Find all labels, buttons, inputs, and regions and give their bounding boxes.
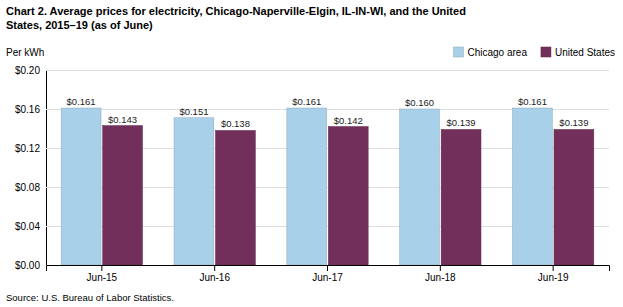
legend-swatch [453, 47, 463, 57]
y-tick-label: $0.04 [15, 221, 40, 232]
bar [216, 130, 256, 265]
y-tick-label: $0.20 [15, 65, 40, 76]
data-label: $0.139 [447, 117, 476, 128]
y-tick-label: $0.16 [15, 104, 40, 115]
chart: Chart 2. Average prices for electricity,… [0, 0, 623, 307]
x-tick: Jun-17 [312, 265, 343, 283]
tick-mark [553, 265, 554, 271]
source: Source: U.S. Bureau of Labor Statistics. [6, 292, 174, 303]
x-tick: Jun-16 [199, 265, 230, 283]
y-axis-line [47, 71, 610, 266]
tick-mark [440, 265, 441, 271]
data-label: $0.161 [518, 96, 547, 107]
x-tick-label: Jun-19 [538, 272, 569, 283]
y-tick: $0.20 [15, 65, 609, 76]
bars [61, 108, 594, 265]
bar [513, 108, 553, 265]
x-tick: Jun-18 [425, 265, 456, 283]
y-axis-title: Per kWh [6, 47, 44, 58]
bar [441, 129, 481, 265]
x-axis: Jun-15 Jun-16 Jun-17 Jun-18 Jun-19 [47, 265, 610, 283]
legend-swatch [541, 47, 551, 57]
grid-line [46, 70, 609, 71]
legend-item: United States [541, 47, 615, 58]
bar [287, 108, 327, 265]
tick-mark [101, 265, 102, 271]
tick-mark [327, 265, 328, 271]
data-label: $0.151 [179, 106, 208, 117]
bar [61, 108, 101, 265]
y-tick-label: $0.00 [15, 260, 40, 271]
data-label: $0.161 [67, 96, 96, 107]
x-tick-label: Jun-15 [87, 272, 118, 283]
bar [328, 127, 368, 265]
data-label: $0.143 [108, 114, 137, 125]
legend-label: Chicago area [467, 47, 527, 58]
y-axis: $0.00 $0.04 $0.08 $0.12 $0.16 $0.20 [15, 65, 609, 271]
title: States, 2015–19 (as of June) [6, 19, 153, 31]
x-tick-label: Jun-16 [199, 272, 230, 283]
bar [400, 109, 440, 265]
x-axis-line [47, 266, 610, 272]
title-group: Chart 2. Average prices for electricity,… [6, 5, 466, 31]
x-tick: Jun-15 [87, 265, 118, 283]
tick-mark [214, 265, 215, 271]
legend-item: Chicago area [453, 47, 527, 58]
data-label: $0.139 [559, 117, 588, 128]
data-labels: $0.161 $0.151 $0.161 $0.160 $0.161 $0.143 $0.1… [67, 96, 589, 129]
y-tick-label: $0.12 [15, 143, 40, 154]
x-tick-label: Jun-18 [425, 272, 456, 283]
bar [554, 129, 594, 265]
data-label: $0.160 [405, 97, 434, 108]
x-tick: Jun-19 [538, 265, 569, 283]
data-label: $0.161 [292, 96, 321, 107]
legend-label: United States [555, 47, 615, 58]
y-tick-label: $0.08 [15, 182, 40, 193]
x-tick-label: Jun-17 [312, 272, 343, 283]
data-label: $0.142 [334, 115, 363, 126]
legend: Chicago area United States [453, 47, 615, 58]
title: Chart 2. Average prices for electricity,… [6, 5, 466, 17]
data-label: $0.138 [221, 118, 250, 129]
bar [103, 126, 143, 265]
bar [174, 118, 214, 265]
